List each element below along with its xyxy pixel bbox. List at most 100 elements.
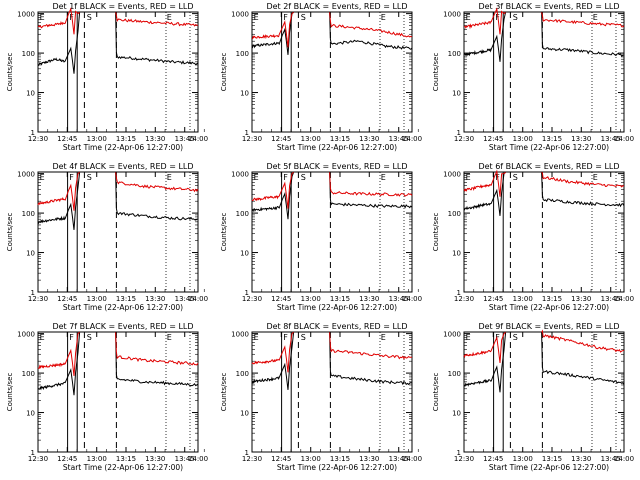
series-events-line: [463, 332, 625, 393]
panel-det-3: Det 3f BLACK = Events, RED = LLD 1 10 100 10…: [432, 2, 634, 152]
x-tick-label: 14:00: [188, 455, 208, 463]
x-tick-label: 13:15: [542, 455, 562, 463]
y-tick-label: 1000: [17, 11, 35, 19]
series-events-line: [37, 12, 199, 74]
y-tick-label: 1000: [17, 171, 35, 179]
panel-det-4: Det 4f BLACK = Events, RED = LLD 1 10 100 10…: [6, 162, 208, 312]
x-axis-label: Start Time (22-Apr-06 12:27:00): [63, 463, 183, 472]
plot-frame: [251, 331, 413, 453]
x-tick-label: 12:45: [57, 295, 77, 303]
marker-s: S: [87, 333, 92, 342]
x-tick-label: 13:15: [542, 135, 562, 143]
y-tick-label: 100: [22, 50, 35, 58]
x-tick-label: 13:45: [601, 295, 621, 303]
marker-s: S: [87, 13, 92, 22]
y-tick-label: 1: [457, 289, 461, 297]
x-tick-label: 13:45: [389, 135, 409, 143]
marker-f: F: [69, 173, 74, 182]
marker-e: E: [167, 333, 172, 342]
x-tick-label: 13:45: [389, 455, 409, 463]
panel-title: Det 1f BLACK = Events, RED = LLD: [52, 2, 193, 11]
plot-frame: [463, 11, 625, 133]
series-lld-line: [463, 169, 625, 197]
x-tick-label: 13:00: [87, 295, 107, 303]
x-axis-label: Start Time (22-Apr-06 12:27:00): [489, 143, 609, 152]
marker-f: F: [283, 13, 288, 22]
marker-e: E: [381, 173, 386, 182]
marker-e: E: [167, 173, 172, 182]
series-events-line: [463, 12, 625, 62]
y-tick-label: 10: [240, 410, 249, 418]
marker-e: E: [466, 333, 471, 342]
x-tick-label: 13:15: [116, 295, 136, 303]
y-axis-label: Counts/sec: [6, 373, 14, 412]
series-lld-line: [251, 171, 413, 209]
marker-e: E: [593, 173, 598, 182]
y-axis-label: Counts/sec: [220, 213, 228, 252]
panel-title: Det 4f BLACK = Events, RED = LLD: [52, 162, 193, 171]
panel-title: Det 5f BLACK = Events, RED = LLD: [266, 162, 407, 171]
y-tick-label: 100: [448, 50, 461, 58]
panel-det-1: Det 1f BLACK = Events, RED = LLD 1 10 100 10…: [6, 2, 208, 152]
y-tick-label: 1: [457, 449, 461, 457]
y-tick-label: 10: [26, 90, 35, 98]
panel-title: Det 8f BLACK = Events, RED = LLD: [266, 322, 407, 331]
x-tick-label: 13:45: [601, 455, 621, 463]
y-tick-label: 10: [240, 90, 249, 98]
x-tick-label: 13:30: [359, 135, 379, 143]
marker-e: E: [593, 333, 598, 342]
y-tick-label: 1: [457, 129, 461, 137]
x-tick-label: 12:45: [57, 455, 77, 463]
x-tick-label: 12:30: [28, 135, 48, 143]
x-axis-label: Start Time (22-Apr-06 12:27:00): [489, 463, 609, 472]
x-tick-label: 13:30: [571, 455, 591, 463]
panel-det-8: Det 8f BLACK = Events, RED = LLD 1 10 100 10…: [220, 322, 422, 472]
x-axis-label: Start Time (22-Apr-06 12:27:00): [63, 303, 183, 312]
plot-frame: [463, 331, 625, 453]
marker-s: S: [513, 13, 518, 22]
x-tick-label: 14:00: [614, 455, 634, 463]
series-lld-line: [37, 331, 199, 376]
y-axis-label: Counts/sec: [432, 213, 440, 252]
y-tick-label: 1: [245, 449, 249, 457]
y-tick-label: 1000: [443, 171, 461, 179]
y-tick-label: 1000: [17, 331, 35, 339]
marker-s: S: [87, 173, 92, 182]
x-tick-label: 13:45: [601, 135, 621, 143]
x-axis-label: Start Time (22-Apr-06 12:27:00): [63, 143, 183, 152]
x-tick-label: 13:15: [542, 295, 562, 303]
x-tick-label: 13:00: [87, 135, 107, 143]
x-tick-label: 12:30: [454, 295, 474, 303]
series-lld-line: [463, 329, 625, 364]
y-tick-label: 10: [240, 250, 249, 258]
x-tick-label: 13:45: [175, 455, 195, 463]
marker-e: E: [40, 333, 45, 342]
marker-s: S: [513, 173, 518, 182]
x-tick-label: 12:45: [483, 455, 503, 463]
y-tick-label: 1000: [443, 331, 461, 339]
plot-frame: [37, 11, 199, 133]
x-tick-label: 13:15: [116, 135, 136, 143]
x-tick-label: 12:30: [242, 295, 262, 303]
y-tick-label: 1000: [443, 11, 461, 19]
x-tick-label: 13:00: [513, 135, 533, 143]
x-tick-label: 12:45: [271, 135, 291, 143]
marker-f: F: [283, 173, 288, 182]
y-axis-label: Counts/sec: [6, 213, 14, 252]
panel-det-9: Det 9f BLACK = Events, RED = LLD 1 10 100 10…: [432, 322, 634, 472]
y-axis-label: Counts/sec: [432, 53, 440, 92]
panel-det-6: Det 6f BLACK = Events, RED = LLD 1 10 100 10…: [432, 162, 634, 312]
x-tick-label: 13:30: [145, 455, 165, 463]
y-tick-label: 100: [448, 210, 461, 218]
y-tick-label: 1: [31, 289, 35, 297]
y-tick-label: 100: [236, 370, 249, 378]
x-tick-label: 12:45: [483, 135, 503, 143]
panel-det-5: Det 5f BLACK = Events, RED = LLD 1 10 100 10…: [220, 162, 422, 312]
panel-title: Det 3f BLACK = Events, RED = LLD: [478, 2, 619, 11]
plot-frame: [37, 171, 199, 293]
plot-frame: [37, 331, 199, 453]
x-tick-label: 12:30: [242, 455, 262, 463]
y-tick-label: 1: [31, 129, 35, 137]
x-tick-label: 12:30: [454, 455, 474, 463]
x-tick-label: 13:30: [359, 455, 379, 463]
